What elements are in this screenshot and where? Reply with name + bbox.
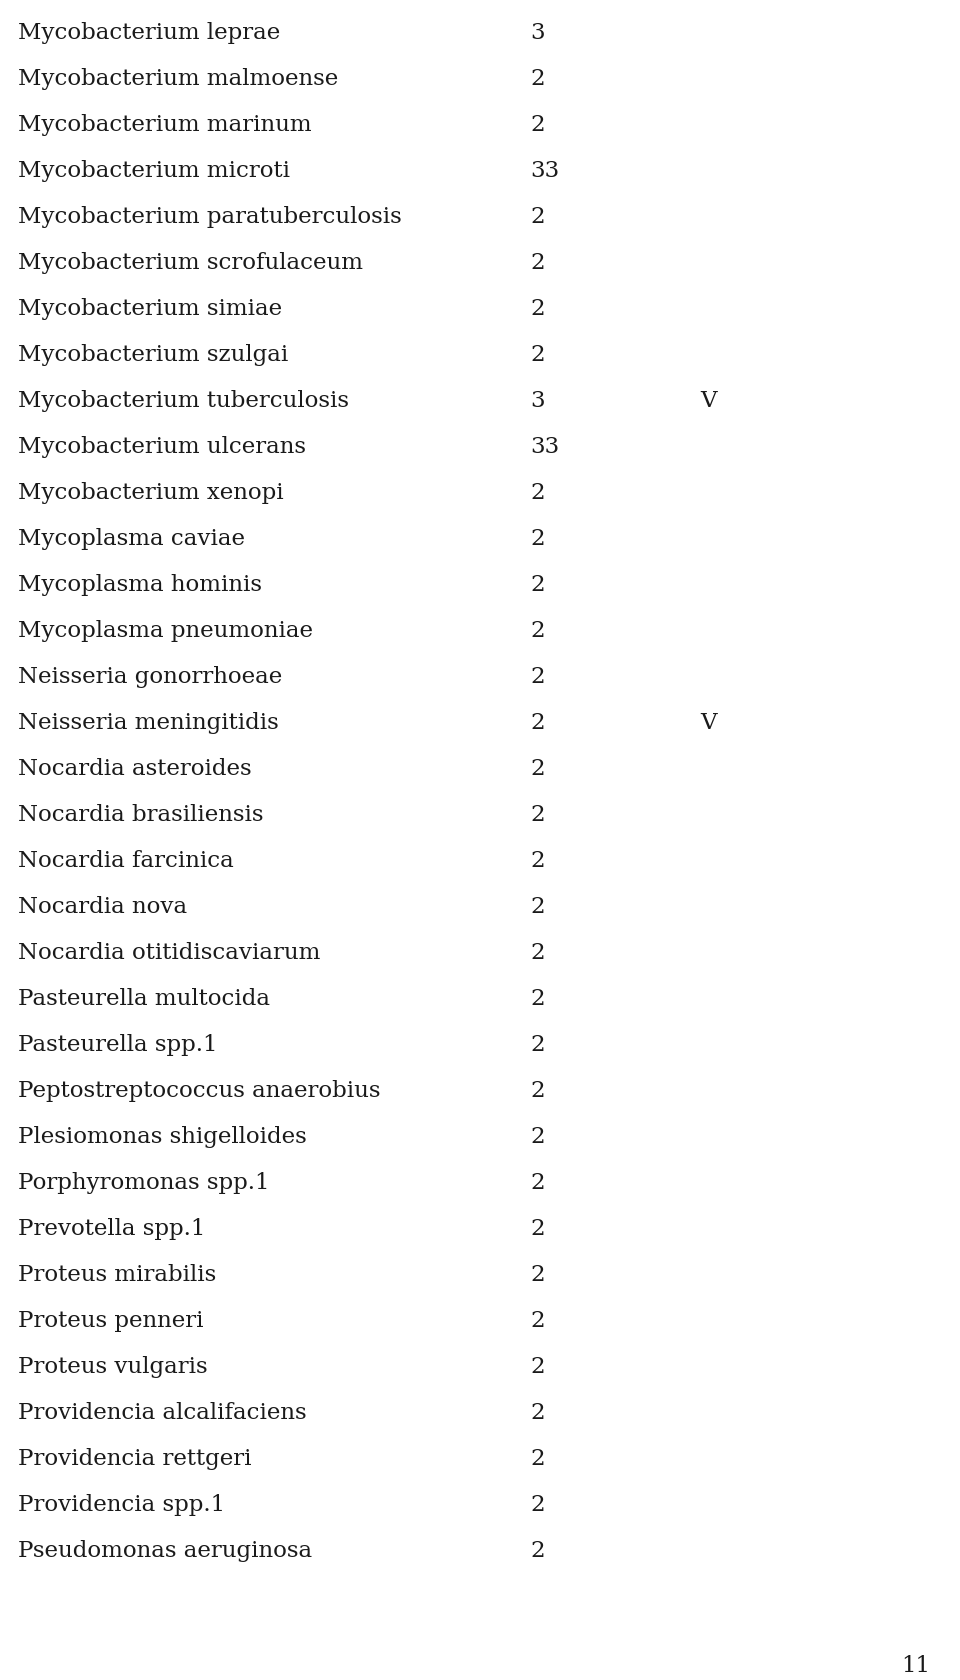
Text: Mycobacterium ulcerans: Mycobacterium ulcerans (18, 435, 306, 457)
Text: 2: 2 (530, 1494, 544, 1515)
Text: Providencia rettgeri: Providencia rettgeri (18, 1446, 252, 1468)
Text: 33: 33 (530, 160, 560, 181)
Text: Proteus mirabilis: Proteus mirabilis (18, 1263, 216, 1285)
Text: Pasteurella multocida: Pasteurella multocida (18, 988, 270, 1010)
Text: Porphyromonas spp.1: Porphyromonas spp.1 (18, 1171, 270, 1193)
Text: 2: 2 (530, 1079, 544, 1102)
Text: 2: 2 (530, 528, 544, 549)
Text: Mycobacterium microti: Mycobacterium microti (18, 160, 290, 181)
Text: 2: 2 (530, 344, 544, 366)
Text: V: V (700, 390, 716, 412)
Text: 2: 2 (530, 573, 544, 596)
Text: Mycoplasma caviae: Mycoplasma caviae (18, 528, 245, 549)
Text: Plesiomonas shigelloides: Plesiomonas shigelloides (18, 1126, 307, 1147)
Text: Nocardia otitidiscaviarum: Nocardia otitidiscaviarum (18, 941, 321, 963)
Text: 33: 33 (530, 435, 560, 457)
Text: 2: 2 (530, 1539, 544, 1561)
Text: 2: 2 (530, 1033, 544, 1055)
Text: 2: 2 (530, 1218, 544, 1240)
Text: Nocardia nova: Nocardia nova (18, 895, 187, 917)
Text: Providencia alcalifaciens: Providencia alcalifaciens (18, 1401, 306, 1423)
Text: Proteus vulgaris: Proteus vulgaris (18, 1356, 207, 1378)
Text: Mycobacterium scrofulaceum: Mycobacterium scrofulaceum (18, 252, 363, 274)
Text: 2: 2 (530, 1446, 544, 1468)
Text: Mycobacterium marinum: Mycobacterium marinum (18, 114, 312, 136)
Text: Neisseria gonorrhoeae: Neisseria gonorrhoeae (18, 665, 282, 687)
Text: 2: 2 (530, 297, 544, 319)
Text: 2: 2 (530, 712, 544, 734)
Text: 2: 2 (530, 665, 544, 687)
Text: Mycobacterium malmoense: Mycobacterium malmoense (18, 67, 338, 91)
Text: Mycobacterium paratuberculosis: Mycobacterium paratuberculosis (18, 207, 401, 228)
Text: 11: 11 (901, 1655, 930, 1677)
Text: Providencia spp.1: Providencia spp.1 (18, 1494, 226, 1515)
Text: Pseudomonas aeruginosa: Pseudomonas aeruginosa (18, 1539, 312, 1561)
Text: 2: 2 (530, 207, 544, 228)
Text: 2: 2 (530, 1126, 544, 1147)
Text: Mycoplasma pneumoniae: Mycoplasma pneumoniae (18, 620, 313, 642)
Text: Nocardia asteroides: Nocardia asteroides (18, 758, 252, 780)
Text: 2: 2 (530, 803, 544, 825)
Text: Prevotella spp.1: Prevotella spp.1 (18, 1218, 205, 1240)
Text: 2: 2 (530, 1309, 544, 1331)
Text: Nocardia brasiliensis: Nocardia brasiliensis (18, 803, 263, 825)
Text: 2: 2 (530, 941, 544, 963)
Text: 2: 2 (530, 1263, 544, 1285)
Text: 2: 2 (530, 850, 544, 872)
Text: 2: 2 (530, 1356, 544, 1378)
Text: 2: 2 (530, 1171, 544, 1193)
Text: 2: 2 (530, 1401, 544, 1423)
Text: Mycobacterium tuberculosis: Mycobacterium tuberculosis (18, 390, 349, 412)
Text: 3: 3 (530, 22, 544, 44)
Text: 2: 2 (530, 67, 544, 91)
Text: Pasteurella spp.1: Pasteurella spp.1 (18, 1033, 218, 1055)
Text: Mycoplasma hominis: Mycoplasma hominis (18, 573, 262, 596)
Text: Peptostreptococcus anaerobius: Peptostreptococcus anaerobius (18, 1079, 380, 1102)
Text: 2: 2 (530, 114, 544, 136)
Text: Mycobacterium szulgai: Mycobacterium szulgai (18, 344, 288, 366)
Text: 2: 2 (530, 252, 544, 274)
Text: 2: 2 (530, 482, 544, 504)
Text: Mycobacterium xenopi: Mycobacterium xenopi (18, 482, 283, 504)
Text: Mycobacterium leprae: Mycobacterium leprae (18, 22, 280, 44)
Text: 2: 2 (530, 988, 544, 1010)
Text: Mycobacterium simiae: Mycobacterium simiae (18, 297, 282, 319)
Text: V: V (700, 712, 716, 734)
Text: Nocardia farcinica: Nocardia farcinica (18, 850, 233, 872)
Text: 2: 2 (530, 895, 544, 917)
Text: 3: 3 (530, 390, 544, 412)
Text: 2: 2 (530, 758, 544, 780)
Text: Proteus penneri: Proteus penneri (18, 1309, 204, 1331)
Text: 2: 2 (530, 620, 544, 642)
Text: Neisseria meningitidis: Neisseria meningitidis (18, 712, 278, 734)
